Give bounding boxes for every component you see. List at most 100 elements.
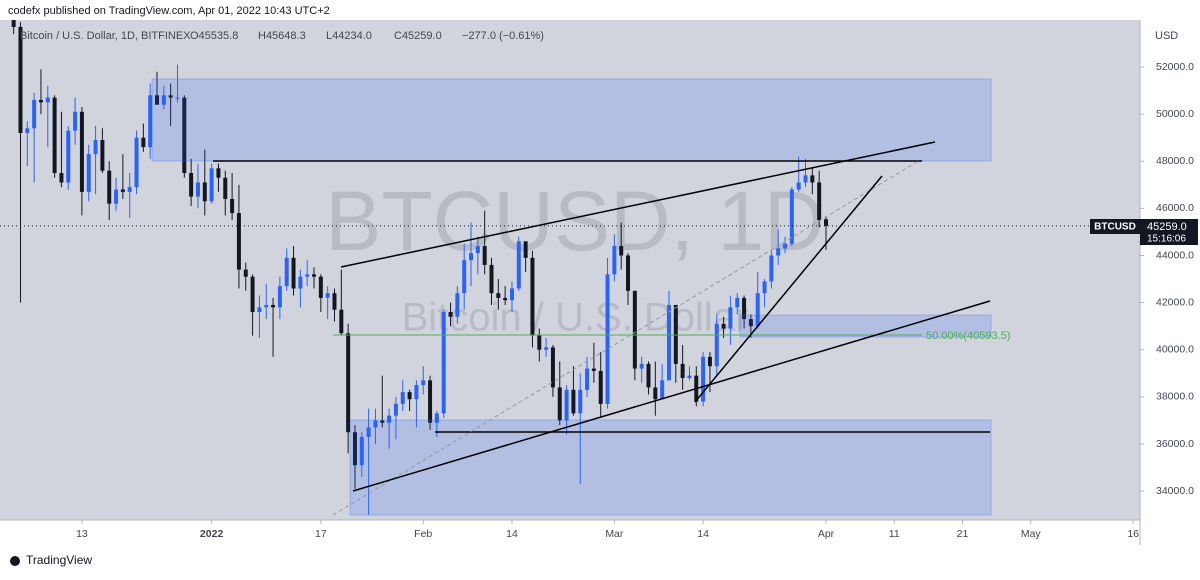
plot [0,20,1140,515]
candle-body [141,137,146,148]
candle-body [114,189,119,204]
candle-body [550,347,555,388]
candle-body [803,175,808,183]
candle-body [175,97,180,99]
candle-body [250,276,255,313]
x-tick-label: 14 [697,528,709,540]
candle-body [359,436,364,466]
candle-body [352,432,357,466]
candle-body [332,293,337,310]
x-tick-label: 17 [315,528,327,540]
candle-body [393,403,398,416]
candle-body [612,246,617,275]
candle-body [789,189,794,244]
candle-body [346,333,351,433]
x-tick-label: Apr [818,528,835,540]
candle-body [127,187,132,192]
candle-body [189,173,194,197]
x-tick-label: Feb [414,528,432,540]
candle-body [796,182,801,190]
candle-body [387,415,392,423]
candle-body [25,128,30,133]
candle-body [120,189,125,192]
candle-body [728,307,733,329]
candle-body [714,323,719,367]
candle-body [626,255,631,291]
candle-body [257,307,262,313]
candle-body [810,175,815,183]
candle-body [380,420,385,423]
candle-body [271,304,276,308]
y-tick-label: 42000.0 [1156,296,1194,308]
candle-body [448,312,453,317]
candle-body [312,274,317,277]
candle-body [660,380,665,400]
candle-body [509,288,514,301]
candle-body [783,243,788,249]
candle-body [776,248,781,256]
x-tick-label: 21 [957,528,969,540]
candle-body [182,97,187,174]
candle-body [243,269,248,277]
candle-body [298,276,303,289]
candle-body [605,274,610,404]
candle-body [823,219,828,226]
candle-body [195,182,200,197]
trend-line [694,175,883,403]
fib-label: 50.00%(40593.5) [926,330,1010,342]
price-tag-text: 45259.0 [1147,221,1187,233]
currency: USD [1155,30,1178,42]
candle-body [318,276,323,298]
candle-body [223,177,228,199]
price-axis [1140,20,1200,545]
candle-body [264,304,269,308]
symbol-tag-text: BTCUSD [1094,222,1136,233]
x-tick-label: 14 [506,528,518,540]
candle-body [32,99,37,129]
candle-body [707,356,712,367]
candle-body [666,304,671,381]
legend-value: H45648.3 [258,30,306,42]
candle-body [366,427,371,437]
legend-value: O45535.8 [190,30,238,42]
logo [10,556,20,566]
candle-body [202,182,207,202]
candle-body [161,95,166,105]
candle-body [428,380,433,423]
y-tick-label: 50000.0 [1156,108,1194,120]
y-tick-label: 48000.0 [1156,155,1194,167]
candle-body [441,312,446,414]
candle-body [18,26,23,133]
candle-body [414,385,419,400]
candle-body [148,95,153,148]
candle-body [598,370,603,404]
candle-body [537,335,542,350]
candle-body [373,420,378,428]
legend-value: C45259.0 [394,30,442,42]
candle-body [585,368,590,390]
candle-body [748,319,753,327]
countdown: 15:16:06 [1147,234,1186,245]
candle-body [721,323,726,329]
legend-symbol: Bitcoin / U.S. Dollar, 1D, BITFINEX [20,30,191,42]
footer: TradingView [26,553,92,567]
candle-body [564,389,569,421]
candle-body [680,363,685,379]
header: codefx published on TradingView.com, Apr… [8,5,330,17]
candle-body [155,95,160,105]
candle-body [73,111,78,131]
x-tick-label: 2022 [200,528,224,540]
candle-body [571,389,576,414]
candle-body [639,363,644,369]
candle-body [496,293,501,298]
y-tick-label: 34000.0 [1156,485,1194,497]
candle-body [455,293,460,317]
candle-body [66,130,71,183]
candle-body [277,286,282,308]
candle-body [107,170,112,204]
candle-body [305,274,310,277]
symbol-tag [1090,219,1140,234]
x-tick-label: 11 [889,528,900,540]
candle-body [38,99,43,103]
